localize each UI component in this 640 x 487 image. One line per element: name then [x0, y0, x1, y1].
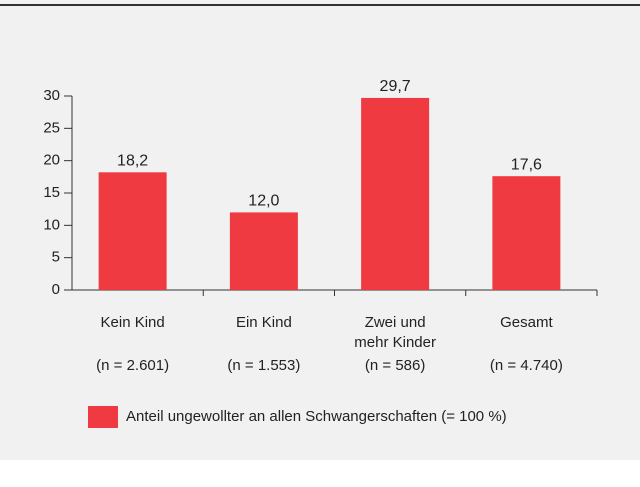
x-tick-label: Ein Kind	[236, 314, 292, 331]
x-tick-label: Zwei und	[365, 314, 426, 331]
data-label: 17,6	[511, 156, 542, 173]
data-label: 18,2	[117, 153, 148, 170]
bar	[361, 97, 430, 290]
y-tick-label: 20	[43, 152, 60, 169]
legend-swatch	[88, 406, 118, 428]
y-tick-label: 15	[43, 184, 60, 201]
y-tick-label: 25	[43, 119, 60, 136]
sample-size: (n = 1.553)	[227, 357, 300, 374]
y-tick-label: 10	[43, 216, 60, 233]
x-tick-label: Gesamt	[500, 314, 553, 331]
x-tick-label: Kein Kind	[101, 314, 165, 331]
y-tick-label: 5	[52, 249, 60, 266]
data-label: 29,7	[380, 78, 411, 95]
legend-label: Anteil ungewollter an allen Schwangersch…	[126, 408, 507, 425]
sample-size: (n = 4.740)	[490, 357, 563, 374]
bar	[492, 176, 561, 290]
bottom-margin	[0, 460, 640, 487]
sample-size: (n = 586)	[365, 357, 425, 374]
y-tick-label: 0	[52, 281, 60, 298]
data-label: 12,0	[248, 193, 279, 210]
x-tick-label: mehr Kinder	[354, 334, 436, 351]
top-rule	[0, 4, 640, 6]
bar	[229, 212, 298, 290]
sample-size: (n = 2.601)	[96, 357, 169, 374]
y-tick-label: 30	[43, 87, 60, 104]
bar	[98, 172, 167, 290]
